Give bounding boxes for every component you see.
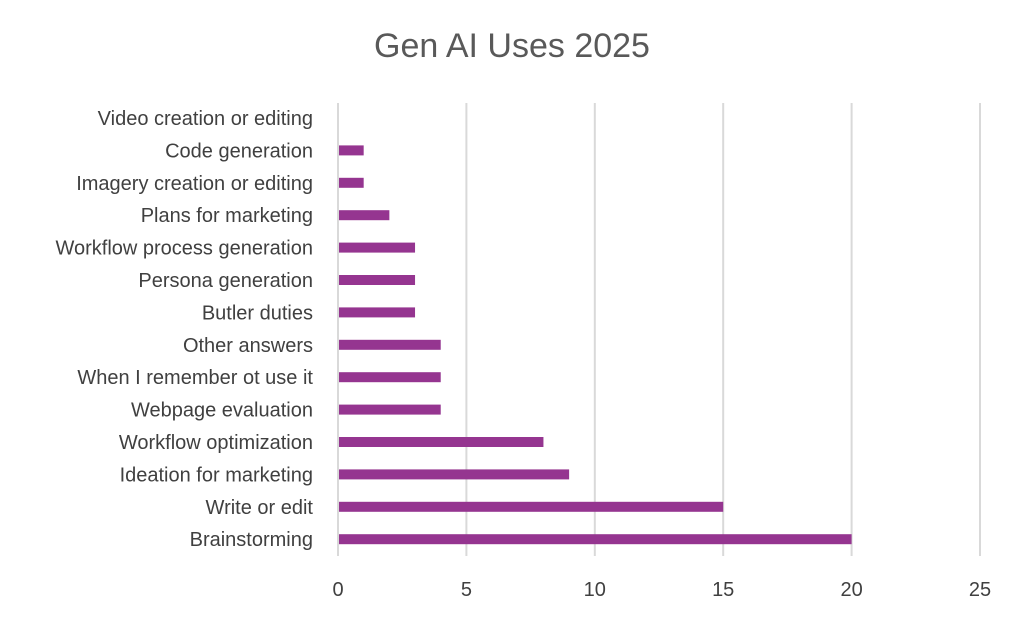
category-label: Webpage evaluation [131,400,313,422]
bar [339,275,416,285]
category-label: Butler duties [202,302,313,324]
category-label: Brainstorming [190,529,313,551]
bar [339,437,544,447]
chart-title: Gen AI Uses 2025 [374,27,650,65]
bar [339,177,364,188]
x-tick-label: 25 [969,579,991,601]
x-tick-labels: 0 5 10 15 20 25 [332,579,991,601]
bar [339,469,570,480]
category-label: Code generation [165,140,313,162]
bar [339,145,364,156]
category-label: Ideation for marketing [120,464,313,486]
category-labels: Video creation or editing Code generation… [55,108,313,551]
bars [339,145,852,545]
category-label: Persona generation [138,270,313,292]
bar [339,242,416,253]
category-label: Workflow optimization [119,432,313,454]
x-tick-label: 15 [712,579,734,601]
gridlines [337,103,981,556]
x-tick-label: 0 [332,579,343,601]
category-label: Video creation or editing [98,108,313,130]
bar [339,534,852,545]
x-tick-label: 10 [584,579,606,601]
x-tick-label: 20 [840,579,862,601]
bar [339,307,416,318]
category-label: Other answers [183,335,313,357]
bar [339,404,441,415]
bar [339,210,390,221]
category-label: Plans for marketing [141,205,313,227]
bar [339,339,441,350]
category-label: Workflow process generation [55,238,313,260]
category-label: Write or edit [206,497,314,519]
category-label: Imagery creation or editing [76,173,313,195]
x-tick-label: 5 [461,579,472,601]
category-label: When I remember ot use it [77,367,313,389]
bar [339,501,724,512]
bar [339,372,441,383]
